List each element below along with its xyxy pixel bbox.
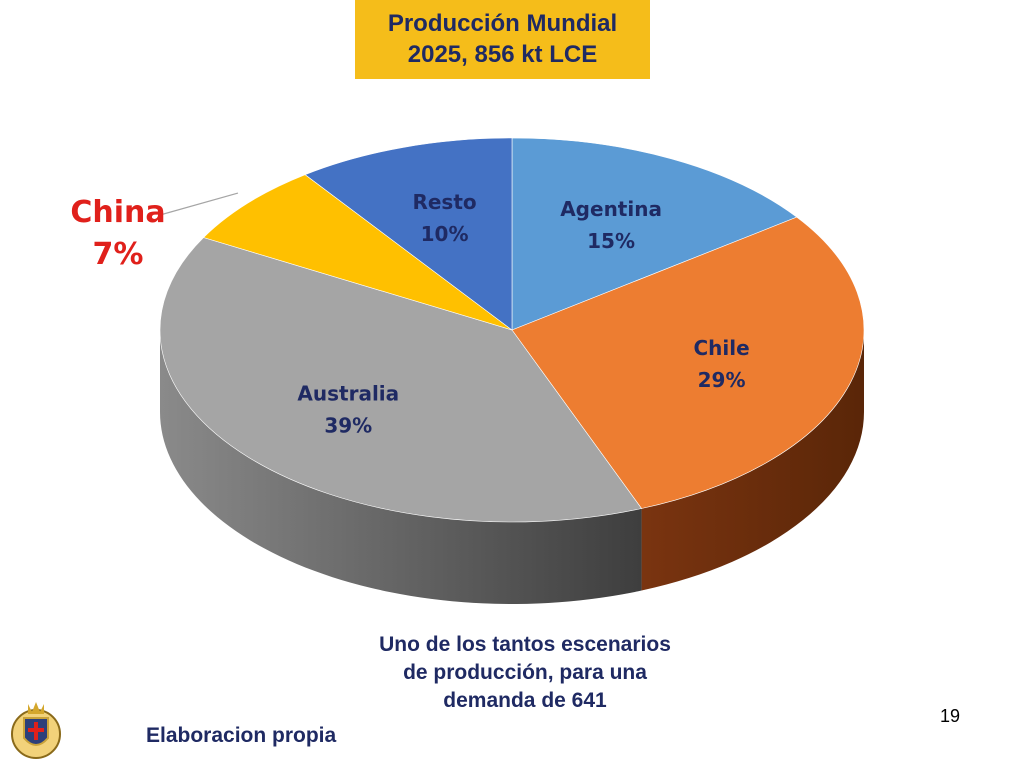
page-number: 19 [940, 706, 961, 726]
source-note: Elaboracion propia [146, 724, 337, 747]
caption-line3: demanda de 641 [443, 689, 607, 712]
pie-slice-resto [304, 137, 513, 331]
slice-label-agentina: Agentina [560, 197, 662, 221]
pie-tops [159, 137, 865, 523]
caption-line1: Uno de los tantos escenarios [379, 633, 671, 656]
slice-value-chile: 29% [698, 368, 746, 392]
chart-title-line1: Producción Mundial [387, 10, 618, 37]
china-leader-line [159, 192, 239, 216]
chart-title-box: Producción Mundial 2025, 856 kt LCE [355, 0, 650, 79]
slice-value-australia: 39% [324, 414, 372, 438]
slice-label-chile: Chile [693, 336, 749, 360]
slice-label-china: China [70, 195, 165, 230]
slice-value-resto: 10% [421, 222, 469, 246]
slice-label-resto: Resto [412, 190, 476, 214]
pie-side-chile [641, 330, 864, 591]
pie-side-australia [160, 330, 642, 604]
caption: Uno de los tantos escenarios de producci… [320, 631, 730, 715]
caption-line2: de producción, para una [403, 661, 647, 684]
slice-value-agentina: 15% [587, 229, 635, 253]
chart-title-line2: 2025, 856 kt LCE [407, 41, 598, 68]
pie-slice-china [202, 174, 513, 331]
slice-value-china: 7% [93, 237, 144, 272]
slice-label-australia: Australia [297, 382, 399, 406]
pie-labels: Agentina 15% Chile 29% Australia 39% China 7% Re… [70, 190, 749, 438]
shield-crest-icon [11, 702, 61, 759]
pie-slice-australia [159, 237, 643, 523]
pie-slice-agentina [511, 137, 798, 331]
pie-slice-chile [511, 216, 865, 509]
